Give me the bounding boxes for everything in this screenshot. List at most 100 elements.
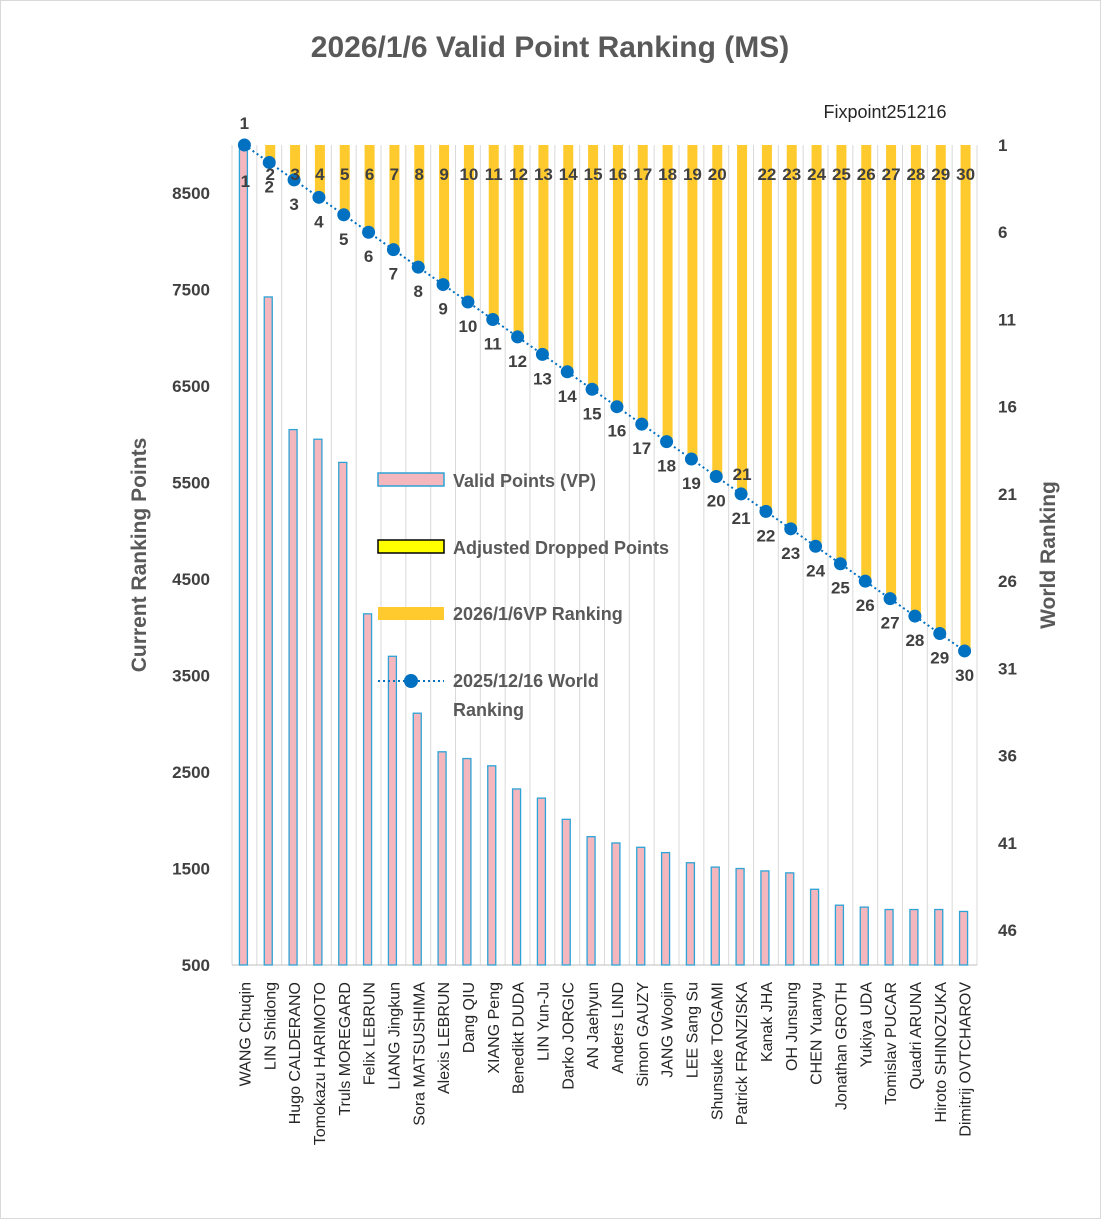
y2-tick-label: 6 — [998, 223, 1007, 242]
legend: Valid Points (VP) Adjusted Dropped Points… — [377, 471, 669, 720]
vp-ranking-label: 24 — [807, 165, 826, 184]
vp-ranking-bar — [811, 145, 822, 547]
vp-ranking-bar — [513, 145, 524, 337]
world-ranking-point — [362, 225, 376, 239]
world-ranking-point — [958, 644, 972, 658]
world-ranking-point — [933, 627, 947, 641]
y2-tick-label: 41 — [998, 834, 1017, 853]
valid-points-bar — [809, 888, 820, 966]
valid-points-bar — [760, 870, 770, 966]
world-ranking-point — [833, 557, 847, 571]
y2-tick-label: 26 — [998, 572, 1017, 591]
valid-points-bar — [834, 904, 845, 966]
legend-swatch-vp-ranking — [378, 607, 444, 620]
category-label: Benedikt DUDA — [511, 982, 528, 1094]
world-ranking-point — [486, 312, 500, 326]
valid-points-bar — [462, 757, 472, 966]
world-ranking-label: 11 — [484, 334, 502, 353]
vp-ranking-bar — [861, 145, 872, 582]
valid-points-bar — [338, 461, 348, 966]
valid-points-bar — [487, 765, 497, 966]
valid-points-bar — [859, 906, 869, 966]
valid-points-bar — [387, 655, 398, 966]
y2-tick-label: 46 — [998, 921, 1017, 940]
category-label: Jonathan GROTH — [833, 982, 850, 1110]
category-label: Hugo CALDERANO — [287, 982, 304, 1124]
y-tick-label: 6500 — [172, 377, 210, 396]
vp-ranking-bar — [414, 145, 425, 268]
vp-ranking-label: 13 — [534, 165, 553, 184]
category-label: Simon GAUZY — [635, 982, 652, 1087]
category-label: LEE Sang Su — [684, 982, 701, 1078]
vp-ranking-label: 25 — [832, 165, 851, 184]
vp-ranking-bar — [836, 145, 847, 564]
category-label: Tomokazu HARIMOTO — [312, 982, 329, 1145]
world-ranking-label: 10 — [458, 317, 477, 336]
valid-points-bar — [238, 144, 249, 966]
category-label: Anders LIND — [610, 982, 627, 1074]
vp-ranking-label: 4 — [315, 165, 325, 184]
category-label: Darko JORGIC — [560, 982, 577, 1090]
vp-ranking-label: 15 — [584, 165, 603, 184]
world-ranking-point — [585, 382, 599, 396]
vp-ranking-label: 3 — [290, 165, 299, 184]
world-ranking-point — [237, 138, 251, 152]
vp-ranking-label: 26 — [857, 165, 876, 184]
vp-ranking-label: 21 — [733, 465, 752, 484]
vp-ranking-bar — [612, 145, 623, 407]
legend-swatch-valid-points — [377, 472, 445, 487]
vp-ranking-label: 23 — [782, 165, 801, 184]
y-axis-title: Current Ranking Points — [128, 438, 151, 673]
world-ranking-point — [759, 504, 773, 518]
legend-label-world-ranking: 2025/12/16 World Ranking — [453, 671, 599, 720]
category-label: Alexis LEBRUN — [436, 982, 453, 1094]
valid-points-bar — [263, 296, 273, 966]
vp-ranking-label: 14 — [559, 165, 578, 184]
world-ranking-label: 15 — [583, 404, 602, 423]
vp-ranking-bar — [935, 145, 946, 634]
world-ranking-point — [411, 260, 425, 274]
y-tick-label: 7500 — [172, 281, 210, 300]
vp-ranking-bar — [265, 145, 276, 163]
y2-tick-label: 1 — [998, 136, 1007, 155]
y-tick-label: 3500 — [172, 667, 210, 686]
world-ranking-label: 23 — [781, 544, 800, 563]
valid-points-bar — [660, 851, 671, 966]
vp-ranking-bar — [538, 145, 549, 355]
y2-tick-label: 21 — [998, 485, 1017, 504]
valid-points-bar — [437, 751, 447, 966]
valid-points-bar — [561, 818, 571, 966]
world-ranking-line — [237, 138, 972, 658]
valid-points-bar — [511, 788, 522, 966]
category-label: OH Junsung — [784, 982, 801, 1071]
vp-ranking-label: 7 — [390, 165, 399, 184]
vp-ranking-bar — [463, 145, 474, 303]
vp-ranking-label: 11 — [485, 165, 503, 184]
chart-title: 2026/1/6 Valid Point Ranking (MS) — [311, 31, 789, 64]
vp-ranking-bar — [314, 145, 325, 198]
category-label: Patrick FRANZISKA — [734, 982, 751, 1125]
y-tick-label: 2500 — [172, 763, 210, 782]
category-label: Dang QIU — [461, 982, 478, 1053]
vp-ranking-label: 5 — [340, 165, 349, 184]
y-tick-label: 5500 — [172, 474, 210, 493]
y2-tick-label: 16 — [998, 398, 1017, 417]
gridlines — [231, 145, 978, 966]
world-ranking-point — [684, 452, 698, 466]
y-tick-label: 500 — [182, 956, 210, 975]
y-tick-label: 4500 — [172, 570, 210, 589]
world-ranking-label: 16 — [607, 422, 626, 441]
world-ranking-label: 30 — [955, 666, 974, 685]
world-ranking-label: 13 — [533, 369, 552, 388]
category-label: Quadri ARUNA — [908, 982, 925, 1090]
world-ranking-point — [809, 539, 823, 553]
valid-points-bar — [288, 428, 298, 966]
vp-ranking-bar — [637, 145, 648, 425]
vp-ranking-bar — [563, 145, 574, 372]
legend-label-vp-ranking: 2026/1/6VP Ranking — [453, 604, 623, 624]
vp-ranking-bar — [712, 145, 723, 477]
valid-points-bar — [934, 908, 944, 966]
